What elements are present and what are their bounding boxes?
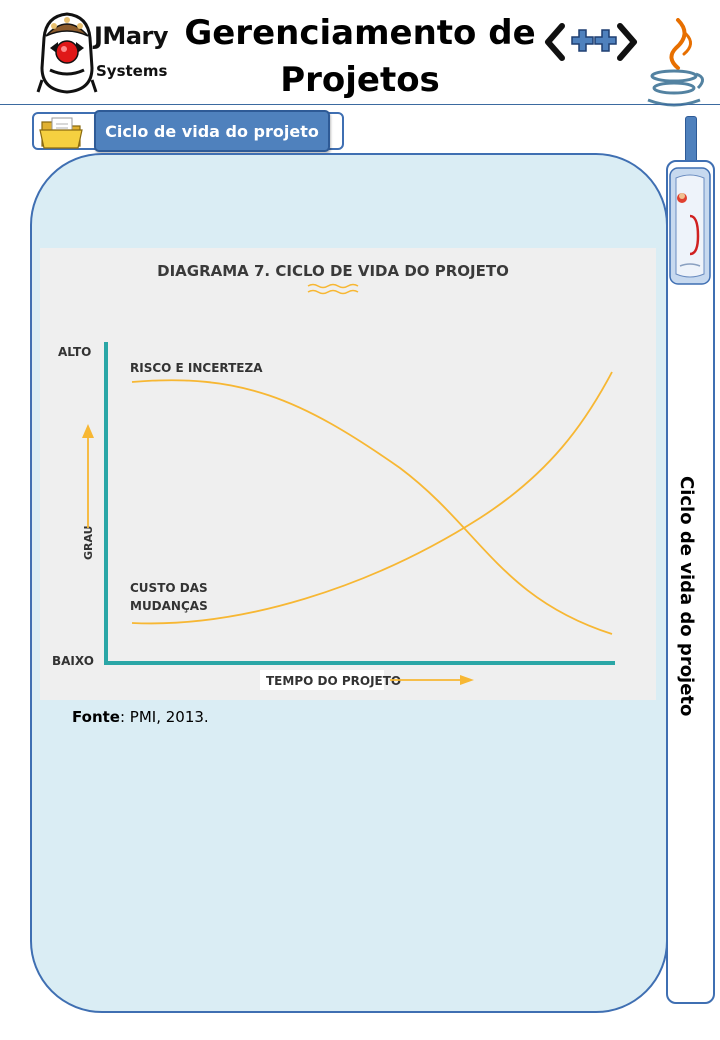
y-bottom-label: BAIXO [52, 654, 94, 668]
page-title: Gerenciamento de Projetos [184, 13, 536, 100]
y-arrow-head [82, 424, 94, 438]
java-logo-icon [647, 18, 704, 107]
cost-curve-label-line2: MUDANÇAS [130, 599, 208, 613]
x-axis-label: TEMPO DO PROJETO [266, 674, 401, 688]
jmary-mascot-icon [36, 12, 98, 94]
side-tab-label: Ciclo de vida do projeto [676, 476, 697, 717]
risk-curve-label: RISCO E INCERTEZA [130, 361, 263, 375]
section-title-button[interactable]: Ciclo de vida do projeto [94, 110, 330, 152]
logo-name: JMary [94, 22, 169, 50]
risk-curve [131, 379, 613, 635]
source-text: : PMI, 2013. [119, 708, 209, 726]
folder-icon [39, 117, 83, 149]
title-wave-icon [307, 283, 359, 295]
logo-subtitle: Systems [96, 62, 168, 80]
cost-curve [131, 371, 613, 625]
cost-curve-label-line1: CUSTO DAS [130, 581, 208, 595]
document-icon [669, 167, 711, 285]
side-tab [666, 160, 715, 1004]
x-label-background [260, 670, 384, 690]
source-caption: Fonte: PMI, 2013. [72, 708, 209, 726]
jmary-logo: JMary Systems [36, 8, 186, 100]
cpp-logo-icon [545, 23, 637, 61]
x-arrow-head [460, 675, 474, 685]
y-axis-label: GRAU [82, 525, 95, 560]
y-top-label: ALTO [58, 345, 91, 359]
lifecycle-diagram: DIAGRAMA 7. CICLO DE VIDA DO PROJETO ALT… [40, 248, 656, 700]
source-label: Fonte [72, 708, 120, 726]
diagram-title: DIAGRAMA 7. CICLO DE VIDA DO PROJETO [157, 262, 509, 280]
side-tab-connector [685, 116, 697, 164]
header-divider [0, 104, 720, 105]
